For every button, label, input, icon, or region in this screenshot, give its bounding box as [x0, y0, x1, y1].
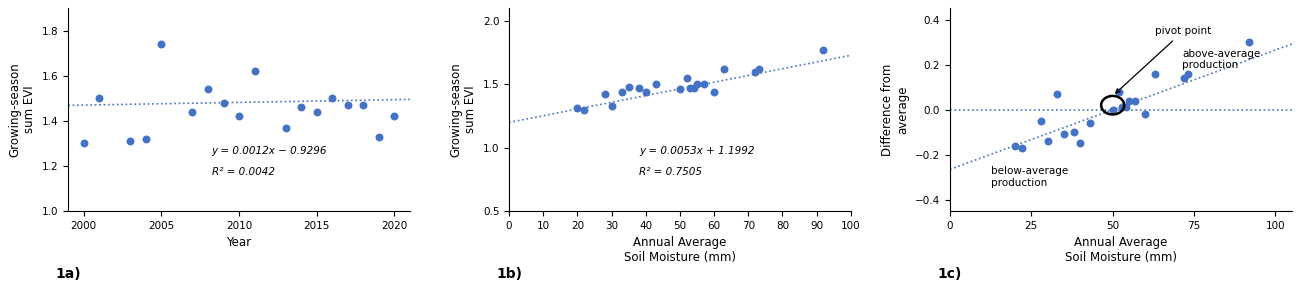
Point [680, 86, 701, 90]
Point [646, 82, 667, 87]
Point [703, 90, 724, 94]
Point [1005, 143, 1026, 148]
Point [1011, 146, 1032, 150]
Point [747, 67, 768, 71]
X-axis label: Year: Year [226, 236, 252, 249]
Point [611, 90, 632, 94]
Point [670, 87, 690, 92]
Point [628, 86, 649, 90]
Point [1112, 105, 1132, 110]
Text: below-average
production: below-average production [991, 166, 1069, 188]
Point [1070, 141, 1091, 146]
Text: 1a): 1a) [55, 267, 81, 281]
Point [686, 82, 707, 87]
Point [693, 82, 714, 87]
Text: 1c): 1c) [937, 267, 961, 281]
X-axis label: Annual Average
Soil Moisture (mm): Annual Average Soil Moisture (mm) [1065, 236, 1177, 264]
Point [1144, 71, 1165, 76]
Point [198, 87, 218, 92]
Point [88, 96, 109, 101]
Point [1239, 40, 1260, 44]
Point [601, 104, 621, 108]
Point [291, 105, 312, 110]
Point [368, 134, 389, 139]
Text: 1b): 1b) [497, 267, 523, 281]
Text: above-average
production: above-average production [1182, 49, 1261, 70]
Point [1118, 98, 1139, 103]
Point [1046, 92, 1067, 96]
Text: y = 0.0012x − 0.9296: y = 0.0012x − 0.9296 [212, 146, 328, 156]
Point [384, 114, 404, 119]
Point [1174, 76, 1195, 80]
Y-axis label: Growing-season
sum EVI: Growing-season sum EVI [450, 62, 477, 157]
Point [676, 76, 697, 80]
Point [567, 106, 588, 111]
X-axis label: Annual Average
Soil Moisture (mm): Annual Average Soil Moisture (mm) [624, 236, 736, 264]
Y-axis label: Growing-season
sum EVI: Growing-season sum EVI [8, 62, 36, 157]
Text: R² = 0.7505: R² = 0.7505 [638, 166, 702, 177]
Point [151, 42, 172, 47]
Point [322, 96, 343, 101]
Point [1176, 71, 1197, 76]
Point [714, 67, 734, 71]
Point [135, 137, 156, 141]
Text: y = 0.0053x + 1.1992: y = 0.0053x + 1.1992 [638, 146, 754, 156]
Point [636, 90, 656, 94]
Point [182, 110, 203, 114]
Y-axis label: Difference from
average: Difference from average [881, 64, 910, 156]
Point [594, 92, 615, 97]
Point [619, 85, 640, 89]
Point [684, 86, 705, 90]
Point [307, 110, 328, 114]
Point [1037, 139, 1058, 143]
Point [1063, 130, 1084, 135]
Point [244, 69, 265, 74]
Point [1031, 119, 1052, 123]
Point [745, 69, 766, 74]
Point [1124, 98, 1145, 103]
Point [1053, 132, 1074, 137]
Point [352, 103, 373, 107]
Point [573, 107, 594, 112]
Point [213, 101, 234, 105]
Point [229, 114, 250, 119]
Point [276, 126, 296, 130]
Text: pivot point: pivot point [1115, 26, 1212, 93]
Point [120, 139, 140, 143]
Text: R² = 0.0042: R² = 0.0042 [212, 166, 274, 177]
Point [1115, 105, 1136, 110]
Point [1109, 89, 1130, 94]
Point [338, 103, 359, 107]
Point [1102, 107, 1123, 112]
Point [1079, 121, 1100, 126]
Point [1135, 112, 1156, 116]
Point [812, 48, 833, 53]
Point [73, 141, 94, 146]
